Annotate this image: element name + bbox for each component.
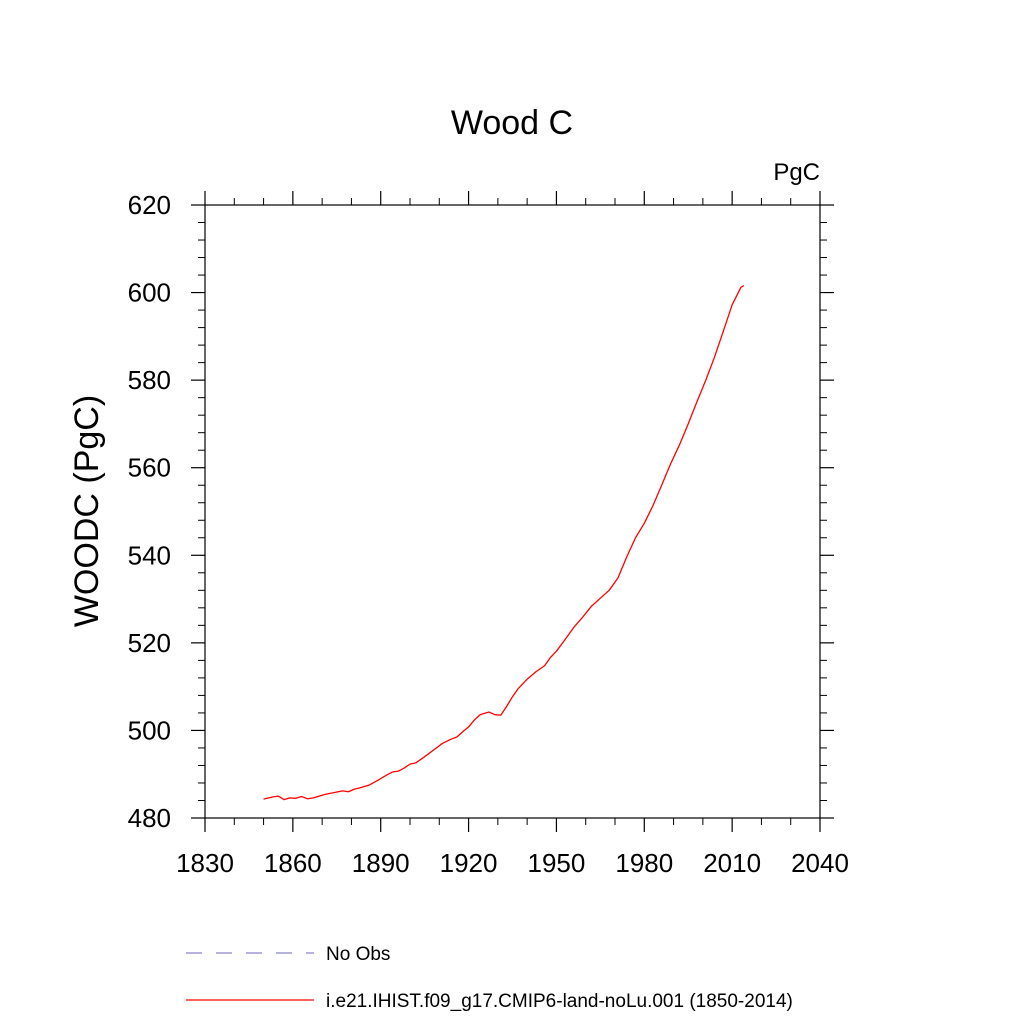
- tick-labels: 1830 1860 1890 1920 1950 1980 2010 2040 480 500 52…: [128, 190, 849, 878]
- y-tick-label: 480: [128, 803, 171, 833]
- series-layer: [263, 285, 745, 801]
- legend-label-model-run: i.e21.IHIST.f09_g17.CMIP6-land-noLu.001 …: [326, 991, 793, 1012]
- y-tick-label: 540: [128, 540, 171, 570]
- y-tick-label: 600: [128, 278, 171, 308]
- legend-label-no-obs: No Obs: [326, 944, 390, 965]
- x-tick-label: 1980: [615, 848, 673, 878]
- y-tick-label: 500: [128, 715, 171, 745]
- chart-title: Wood C: [451, 104, 573, 142]
- x-tick-label: 1920: [440, 848, 498, 878]
- x-tick-label: 1950: [528, 848, 586, 878]
- x-tick-label: 2040: [791, 848, 849, 878]
- axis-ticks: [191, 191, 834, 832]
- y-tick-label: 620: [128, 190, 171, 220]
- legend: No Obs i.e21.IHIST.f09_g17.CMIP6-land-no…: [186, 944, 793, 1012]
- x-tick-label: 1830: [176, 848, 234, 878]
- y-axis-label: WOODC (PgC): [68, 395, 106, 627]
- x-tick-label: 1860: [264, 848, 322, 878]
- y-tick-label: 520: [128, 628, 171, 658]
- unit-label: PgC: [773, 159, 820, 186]
- y-tick-label: 580: [128, 365, 171, 395]
- x-tick-label: 1890: [352, 848, 410, 878]
- plot-frame: [204, 204, 821, 819]
- x-tick-label: 2010: [703, 848, 761, 878]
- series-line-0: [263, 285, 745, 801]
- y-tick-label: 560: [128, 453, 171, 483]
